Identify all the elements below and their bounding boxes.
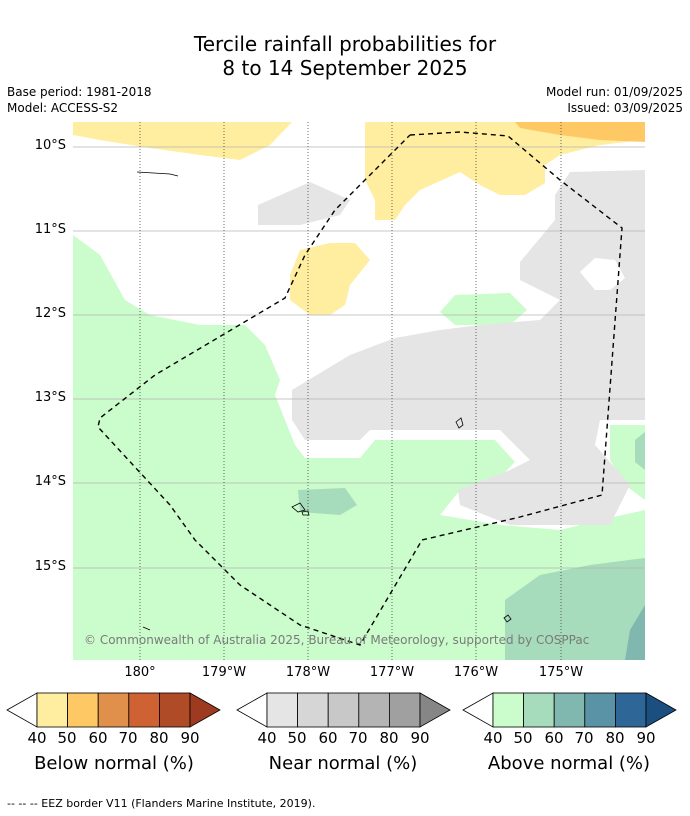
near-colorbar-segment bbox=[297, 692, 329, 728]
issued-date: Issued: 03/09/2025 bbox=[567, 101, 683, 115]
island-3 bbox=[301, 510, 310, 516]
near-tick: 40 bbox=[257, 729, 277, 747]
island-1 bbox=[455, 417, 464, 429]
title-line-2: 8 to 14 September 2025 bbox=[222, 56, 468, 80]
model-run: Model run: 01/09/2025 bbox=[545, 85, 683, 99]
island-5 bbox=[142, 626, 151, 631]
lat-label-13S: 13°S bbox=[34, 390, 66, 405]
below-colorbar-segment bbox=[36, 692, 69, 728]
below-tick: 70 bbox=[118, 729, 138, 747]
lat-label-11S: 11°S bbox=[34, 222, 66, 237]
lon-label-179W: 179°W bbox=[201, 665, 247, 680]
near-tick: 90 bbox=[410, 729, 430, 747]
below-colorbar-segment bbox=[67, 692, 99, 728]
island-4 bbox=[503, 614, 512, 623]
base-period: Base period: 1981-2018 bbox=[7, 85, 152, 99]
above-normal-60-south-east bbox=[625, 605, 645, 660]
colorbar-near-normal bbox=[236, 692, 451, 728]
above-tick: 50 bbox=[513, 729, 533, 747]
above-colorbar-segment bbox=[523, 692, 555, 728]
near-extend-low bbox=[236, 692, 268, 728]
near-tick: 50 bbox=[287, 729, 307, 747]
below-tick: 40 bbox=[27, 729, 47, 747]
below-colorbar-segment bbox=[158, 692, 191, 728]
below-extend-high bbox=[189, 692, 221, 728]
lon-label-176W: 176°W bbox=[453, 665, 499, 680]
above-normal-50-south-east bbox=[505, 558, 645, 660]
eez-border bbox=[97, 131, 623, 646]
near-normal-hole bbox=[580, 258, 625, 290]
above-colorbar-segment bbox=[553, 692, 586, 728]
lat-label-15S: 15°S bbox=[34, 559, 66, 574]
below-tick: 80 bbox=[149, 729, 169, 747]
near-colorbar-segment bbox=[358, 692, 390, 728]
above-normal-region-south bbox=[73, 462, 250, 660]
below-normal-region-north-east bbox=[365, 122, 645, 220]
copyright-text: © Commonwealth of Australia 2025, Bureau… bbox=[84, 633, 590, 647]
above-normal-50-east bbox=[635, 432, 645, 470]
below-colorbar-segment bbox=[97, 692, 130, 728]
below-normal-patch-central bbox=[290, 243, 370, 315]
latitude-gridlines bbox=[73, 146, 645, 569]
above-tick: 40 bbox=[483, 729, 503, 747]
below-tick: 50 bbox=[57, 729, 77, 747]
below-tick: 60 bbox=[88, 729, 108, 747]
near-extend-high bbox=[419, 692, 451, 728]
island-6 bbox=[136, 171, 179, 177]
model-name: Model: ACCESS-S2 bbox=[7, 101, 119, 115]
rainfall-map bbox=[73, 122, 645, 660]
above-tick: 60 bbox=[544, 729, 564, 747]
above-normal-label: Above normal (%) bbox=[487, 753, 651, 774]
above-tick: 70 bbox=[574, 729, 594, 747]
above-colorbar-segment bbox=[614, 692, 647, 728]
above-tick: 90 bbox=[636, 729, 656, 747]
near-colorbar-segment bbox=[327, 692, 360, 728]
above-tick: 80 bbox=[605, 729, 625, 747]
below-normal-50-north-east bbox=[515, 122, 645, 142]
below-normal-label: Below normal (%) bbox=[34, 753, 194, 774]
eez-footnote: -- -- -- EEZ border V11 (Flanders Marine… bbox=[7, 797, 316, 810]
above-normal-region-west bbox=[73, 235, 645, 660]
below-colorbar-segment bbox=[128, 692, 160, 728]
colorbar-above-normal bbox=[462, 692, 677, 728]
above-normal-patch-north bbox=[440, 293, 527, 325]
below-extend-low bbox=[6, 692, 38, 728]
below-tick: 90 bbox=[180, 729, 200, 747]
island-2 bbox=[291, 502, 306, 513]
above-colorbar-segment bbox=[584, 692, 616, 728]
near-colorbar-segment bbox=[266, 692, 299, 728]
lon-label-180: 180° bbox=[124, 665, 156, 680]
lat-label-12S: 12°S bbox=[34, 306, 66, 321]
above-extend-high bbox=[645, 692, 677, 728]
above-colorbar-segment bbox=[492, 692, 525, 728]
lat-label-10S: 10°S bbox=[34, 138, 66, 153]
above-normal-50-island bbox=[298, 488, 357, 515]
near-tick: 80 bbox=[379, 729, 399, 747]
lat-label-14S: 14°S bbox=[34, 474, 66, 489]
lon-label-177W: 177°W bbox=[369, 665, 415, 680]
near-tick: 60 bbox=[318, 729, 338, 747]
near-normal-region-central bbox=[292, 170, 645, 525]
near-normal-patch-north bbox=[258, 182, 350, 225]
lon-label-178W: 178°W bbox=[285, 665, 331, 680]
lon-label-175W: 175°W bbox=[538, 665, 584, 680]
near-tick: 70 bbox=[348, 729, 368, 747]
near-normal-label: Near normal (%) bbox=[268, 753, 418, 774]
title-line-1: Tercile rainfall probabilities for bbox=[193, 32, 497, 56]
above-extend-low bbox=[462, 692, 494, 728]
colorbar-below-normal bbox=[6, 692, 221, 728]
near-colorbar-segment bbox=[388, 692, 421, 728]
below-normal-region-north-west bbox=[73, 122, 292, 160]
